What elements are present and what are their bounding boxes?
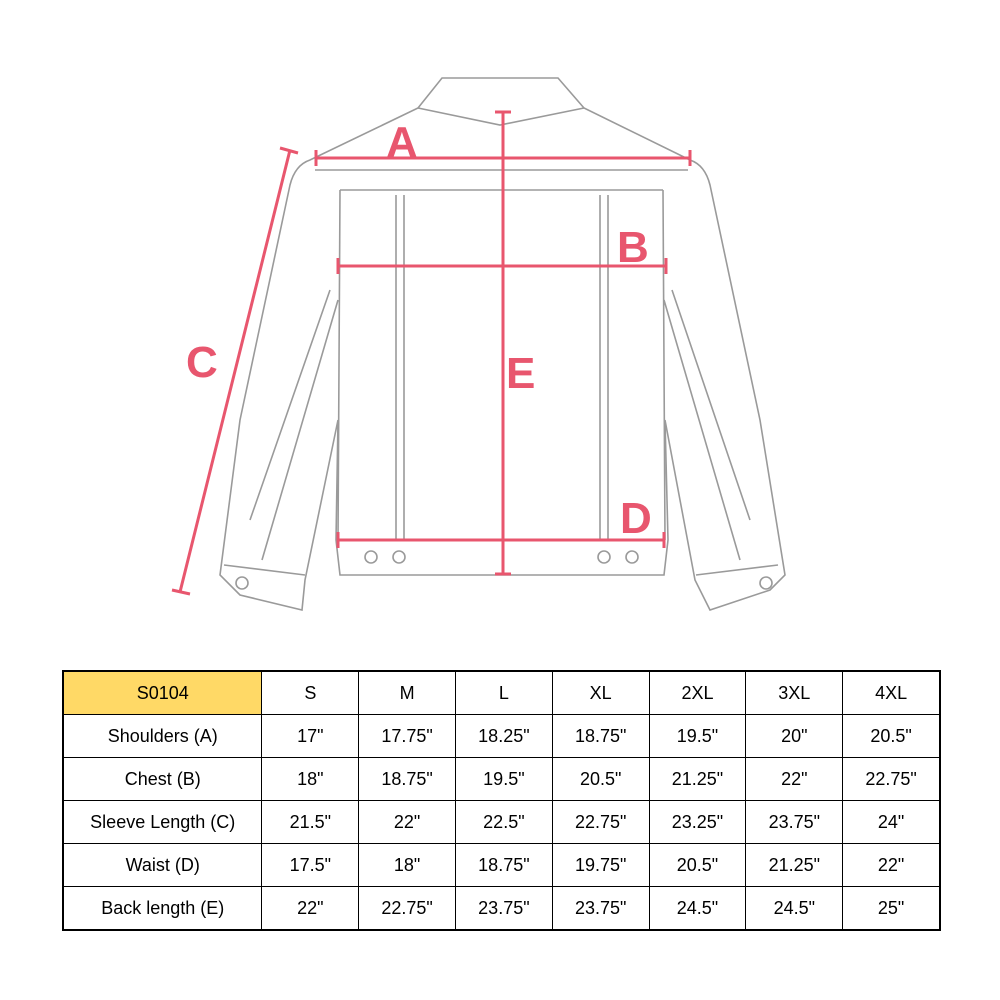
table-row: Waist (D) 17.5" 18" 18.75" 19.75" 20.5" … — [62, 843, 941, 887]
jacket-diagram: A B C D E — [171, 77, 786, 611]
cell: 21.25" — [648, 757, 747, 801]
cell: 18.75" — [551, 714, 650, 758]
table-header-row: S0104 S M L XL 2XL 3XL 4XL — [62, 670, 941, 715]
sleeve-measure-line — [171, 146, 299, 596]
cell: 21.25" — [745, 843, 844, 887]
cell: 20.5" — [551, 757, 650, 801]
cell: 22.75" — [551, 800, 650, 844]
cell: 25" — [842, 886, 941, 931]
cell: 24" — [842, 800, 941, 844]
waist-measure-line — [336, 532, 666, 548]
cell: 17.5" — [261, 843, 360, 887]
label-a: A — [386, 118, 418, 167]
cell: 22" — [745, 757, 844, 801]
size-header: S — [261, 670, 360, 715]
jacket-outline — [219, 77, 786, 611]
size-header: 2XL — [648, 670, 747, 715]
cell: 18.75" — [455, 843, 553, 887]
label-c: C — [186, 338, 218, 387]
row-label: Chest (B) — [62, 757, 263, 801]
cell: 18" — [358, 843, 456, 887]
measurement-lines — [171, 110, 692, 596]
size-header: M — [358, 670, 456, 715]
back-length-measure-line — [495, 110, 511, 576]
size-header: XL — [551, 670, 650, 715]
row-label: Back length (E) — [62, 886, 263, 931]
cell: 24.5" — [648, 886, 747, 931]
cell: 23.75" — [455, 886, 553, 931]
label-d: D — [620, 494, 652, 543]
cell: 20" — [745, 714, 844, 758]
cell: 22" — [358, 800, 456, 844]
cell: 17" — [261, 714, 360, 758]
cell: 21.5" — [261, 800, 360, 844]
cell: 22.5" — [455, 800, 553, 844]
table-row: Chest (B) 18" 18.75" 19.5" 20.5" 21.25" … — [62, 757, 941, 801]
cell: 22.75" — [842, 757, 941, 801]
cell: 20.5" — [648, 843, 747, 887]
label-e: E — [506, 349, 535, 398]
row-label: Waist (D) — [62, 843, 263, 887]
cell: 22" — [261, 886, 360, 931]
size-header: 3XL — [745, 670, 844, 715]
cell: 23.75" — [745, 800, 844, 844]
product-code: S0104 — [62, 670, 263, 715]
cell: 22.75" — [358, 886, 456, 931]
row-label: Shoulders (A) — [62, 714, 263, 758]
table-row: Back length (E) 22" 22.75" 23.75" 23.75"… — [62, 886, 941, 931]
table-row: Sleeve Length (C) 21.5" 22" 22.5" 22.75"… — [62, 800, 941, 844]
size-header: L — [455, 670, 553, 715]
cell: 20.5" — [842, 714, 941, 758]
cell: 19.5" — [455, 757, 553, 801]
cell: 22" — [842, 843, 941, 887]
cell: 18.75" — [358, 757, 456, 801]
size-header: 4XL — [842, 670, 941, 715]
cell: 19.5" — [648, 714, 747, 758]
cell: 17.75" — [358, 714, 456, 758]
cell: 23.75" — [551, 886, 650, 931]
table-row: Shoulders (A) 17" 17.75" 18.25" 18.75" 1… — [62, 714, 941, 758]
cell: 23.25" — [648, 800, 747, 844]
cell: 24.5" — [745, 886, 844, 931]
label-b: B — [617, 223, 649, 272]
size-chart-table: S0104 S M L XL 2XL 3XL 4XL Shoulders (A)… — [62, 670, 941, 931]
cell: 18.25" — [455, 714, 553, 758]
cell: 18" — [261, 757, 360, 801]
row-label: Sleeve Length (C) — [62, 800, 263, 844]
cell: 19.75" — [551, 843, 650, 887]
